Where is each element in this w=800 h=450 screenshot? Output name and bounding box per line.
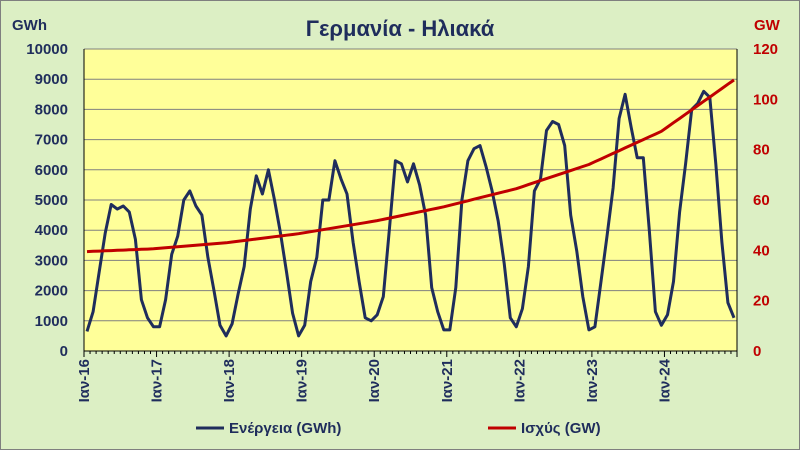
y-tick-label-left: 6000 [35,162,68,179]
y-tick-label-right: 60 [753,192,770,209]
labels: 0100020003000400050006000700080009000100… [26,41,778,402]
y-tick-label-right: 100 [753,91,778,108]
y-axis-left-unit: GWh [12,17,47,34]
x-tick-label: Ιαν-16 [76,359,93,402]
x-tick-label: Ιαν-19 [294,359,311,402]
y-tick-label-left: 4000 [35,222,68,239]
y-tick-label-left: 9000 [35,71,68,88]
y-tick-label-right: 20 [753,293,770,310]
y-tick-label-left: 1000 [35,313,68,330]
y-tick-label-left: 8000 [35,101,68,118]
x-tick-label: Ιαν-17 [149,359,166,402]
chart-title: Γερμανία - Ηλιακά [306,16,495,41]
y-tick-label-left: 10000 [26,41,68,58]
x-tick-label: Ιαν-18 [221,359,238,402]
y-tick-label-right: 40 [753,242,770,259]
y-tick-label-right: 120 [753,41,778,58]
y-tick-label-left: 0 [60,343,68,360]
series-layer [85,78,736,338]
series-line-energy [85,89,736,338]
y-tick-label-left: 3000 [35,252,68,269]
y-tick-label-right: 80 [753,142,770,159]
legend-label-power: Ισχύς (GW) [521,420,601,437]
y-tick-label-left: 2000 [35,283,68,300]
y-tick-label-left: 5000 [35,192,68,209]
legend: Ενέργεια (GWh) Ισχύς (GW) [196,420,601,437]
y-tick-label-right: 0 [753,343,761,360]
y-axis-right-unit: GW [754,17,781,34]
x-tick-label: Ιαν-20 [366,359,383,402]
x-tick-label: Ιαν-24 [656,358,673,402]
x-tick-label: Ιαν-21 [439,359,456,402]
legend-label-energy: Ενέργεια (GWh) [229,420,341,437]
series-line-power [86,78,735,254]
x-tick-label: Ιαν-23 [584,359,601,402]
x-tick-label: Ιαν-22 [511,359,528,402]
axes [83,49,738,357]
y-tick-label-left: 7000 [35,132,68,149]
